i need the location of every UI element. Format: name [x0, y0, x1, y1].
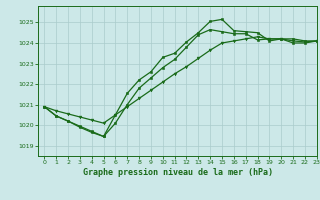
X-axis label: Graphe pression niveau de la mer (hPa): Graphe pression niveau de la mer (hPa)	[83, 168, 273, 177]
